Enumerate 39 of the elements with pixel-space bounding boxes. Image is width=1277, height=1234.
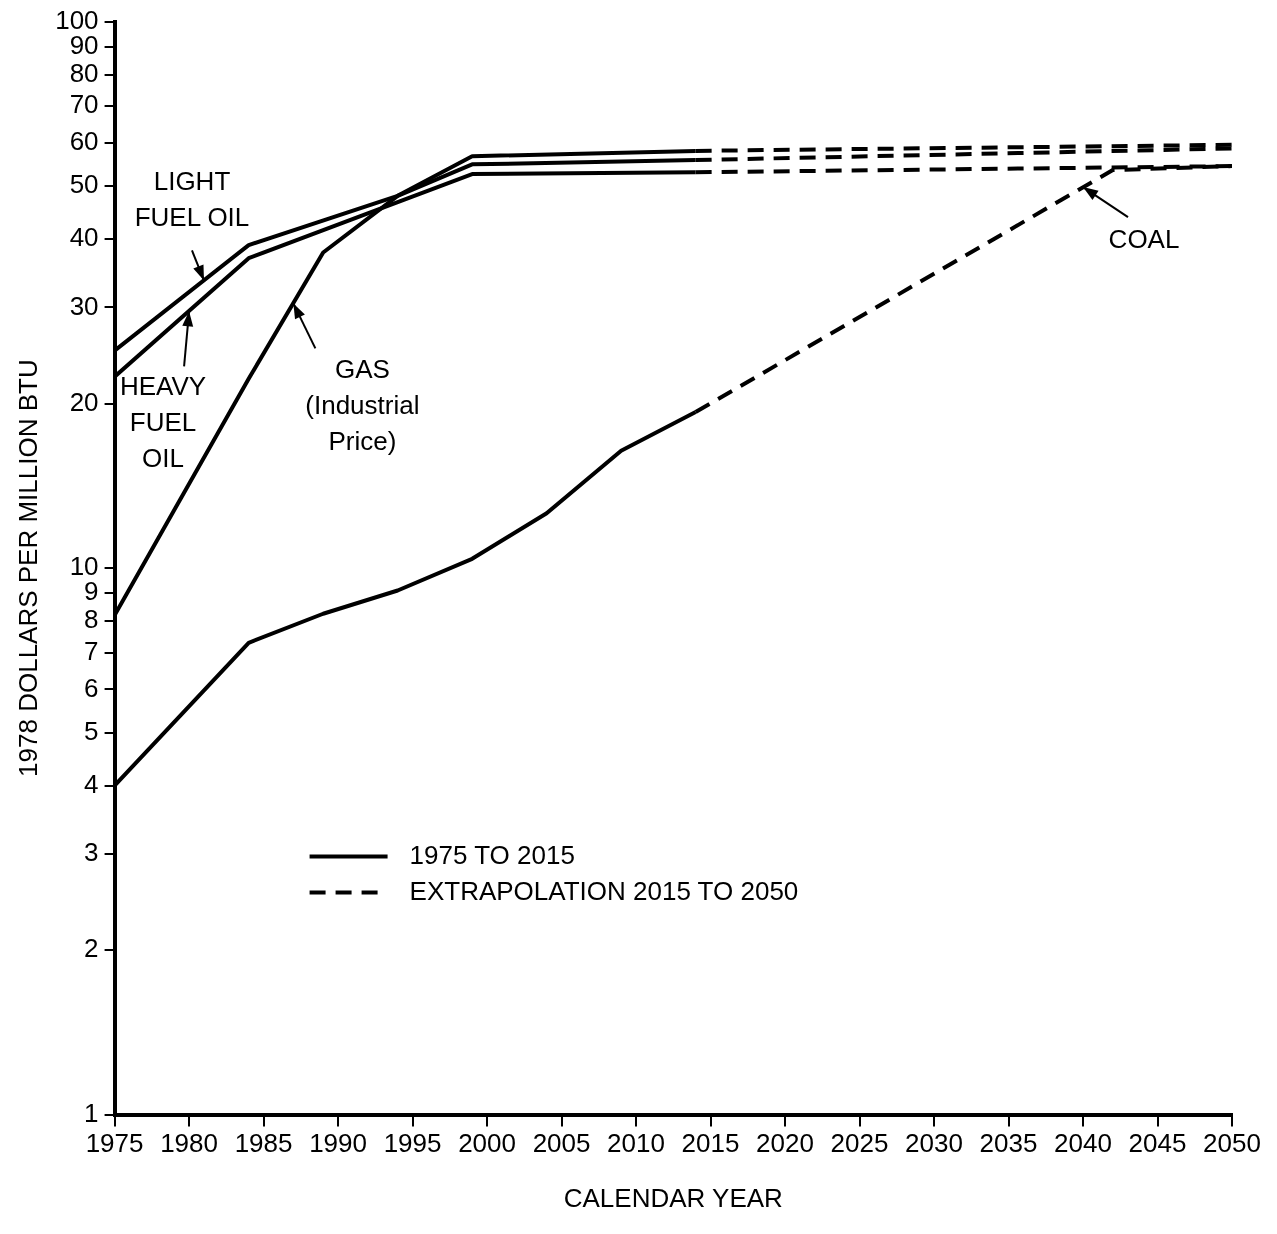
- legend-label: 1975 TO 2015: [409, 839, 575, 870]
- x-tick-label: 1985: [234, 1128, 293, 1159]
- x-axis-title: CALENDAR YEAR: [563, 1182, 783, 1213]
- x-tick-label: 1990: [309, 1128, 367, 1159]
- x-tick-label: 1980: [160, 1128, 218, 1159]
- x-tick-label: 1975: [85, 1128, 144, 1159]
- y-tick-label: 80: [69, 57, 99, 88]
- y-tick-label: 8: [84, 604, 99, 635]
- x-tick-label: 2030: [905, 1128, 963, 1159]
- y-tick-label: 40: [69, 222, 99, 253]
- y-axis-title: 1978 DOLLARS PER MILLION BTU: [12, 359, 43, 777]
- annotation: GAS (Industrial Price): [305, 353, 420, 456]
- annotation: COAL: [1108, 224, 1180, 255]
- y-tick-label: 20: [69, 386, 99, 417]
- y-tick-label: 60: [69, 126, 99, 157]
- x-tick-label: 2040: [1054, 1128, 1112, 1159]
- legend-label: EXTRAPOLATION 2015 TO 2050: [409, 875, 799, 906]
- y-tick-label: 4: [84, 768, 99, 799]
- y-tick-label: 5: [84, 715, 99, 746]
- x-tick-label: 1995: [383, 1128, 442, 1159]
- y-tick-label: 3: [84, 837, 99, 868]
- y-tick-label: 7: [84, 635, 99, 666]
- y-tick-label: 1: [84, 1097, 99, 1128]
- x-tick-label: 2025: [830, 1128, 889, 1159]
- y-tick-label: 50: [69, 169, 99, 200]
- y-tick-label: 70: [69, 89, 99, 120]
- y-tick-label: 30: [69, 290, 99, 321]
- annotation: HEAVY FUEL OIL: [119, 370, 207, 473]
- x-tick-label: 2035: [979, 1128, 1038, 1159]
- x-tick-label: 2005: [532, 1128, 591, 1159]
- y-tick-label: 6: [84, 672, 99, 703]
- x-tick-label: 2010: [607, 1128, 665, 1159]
- annotation: LIGHT FUEL OIL: [134, 165, 250, 232]
- x-tick-label: 2000: [458, 1128, 516, 1159]
- x-tick-label: 2050: [1203, 1128, 1261, 1159]
- x-tick-label: 2020: [756, 1128, 814, 1159]
- y-tick-label: 2: [84, 933, 99, 964]
- x-tick-label: 2045: [1128, 1128, 1187, 1159]
- x-tick-label: 2015: [681, 1128, 740, 1159]
